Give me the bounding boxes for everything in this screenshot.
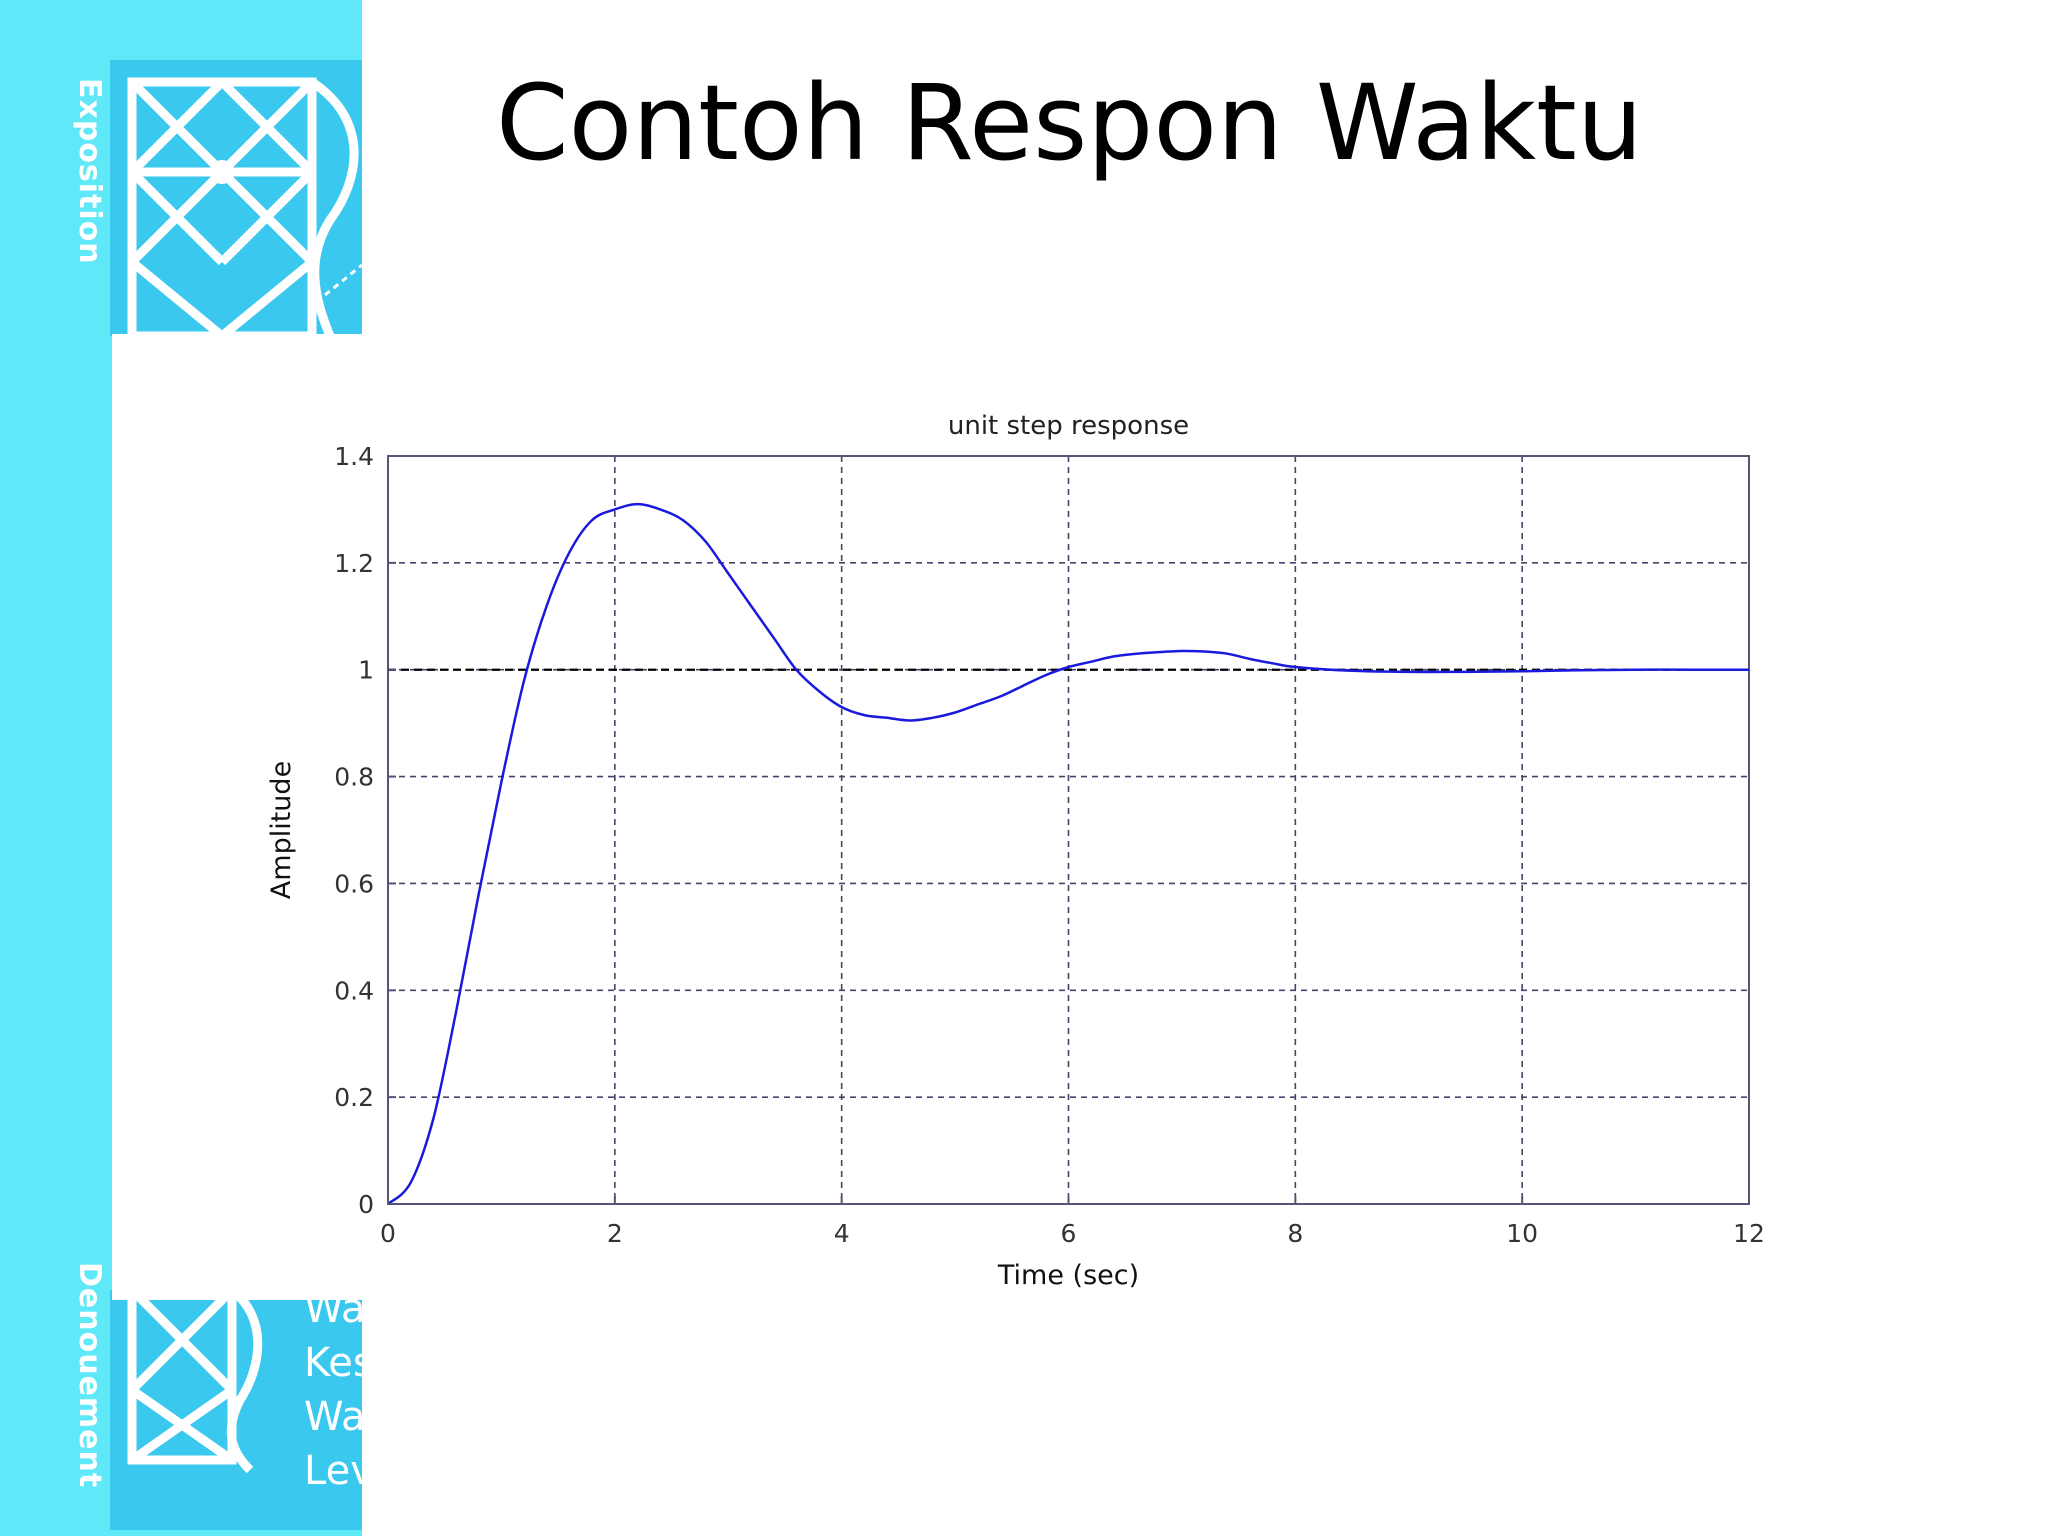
chart-panel: 0 2 4 6 8 10 12 0 0.2 0.4 0.6 0.8 1 1.2 1.4 unit step… (112, 334, 2048, 1300)
y-tick-label: 1.4 (334, 442, 374, 471)
x-tick-label: 6 (1061, 1219, 1077, 1248)
band-label-denouement: Denouement (72, 1262, 107, 1489)
y-tick-label: 1.2 (334, 549, 374, 578)
y-tick-label: 0.8 (334, 763, 374, 792)
x-axis-label: Time (sec) (997, 1260, 1139, 1291)
x-tick-label: 10 (1506, 1219, 1538, 1248)
x-tick-label: 2 (607, 1219, 623, 1248)
x-tick-label: 8 (1287, 1219, 1303, 1248)
lattice-art-bottom (110, 1285, 362, 1530)
chart-title: unit step response (948, 411, 1189, 441)
y-tick-label: 1 (358, 656, 374, 685)
x-ticks: 0 2 4 6 8 10 12 (380, 1196, 1765, 1248)
x-tick-label: 0 (380, 1219, 396, 1248)
slide-title: Contoh Respon Waktu (496, 62, 1643, 184)
y-tick-label: 0.6 (334, 869, 374, 898)
x-tick-label: 4 (834, 1219, 850, 1248)
band-fragment: Wa (304, 1394, 364, 1440)
band-fragment: Kes (304, 1340, 364, 1386)
step-response-chart: 0 2 4 6 8 10 12 0 0.2 0.4 0.6 0.8 1 1.2 1.4 unit step… (266, 411, 1765, 1291)
grid-lines (388, 456, 1749, 1204)
y-tick-label: 0.4 (334, 976, 374, 1005)
x-tick-label: 12 (1733, 1219, 1765, 1248)
band-fragment: Lev (304, 1448, 364, 1494)
y-tick-label: 0.2 (334, 1083, 374, 1112)
series-line (387, 502, 1749, 1205)
band-text-fragments: Wa Kes Wa Lev (304, 1282, 364, 1498)
y-ticks: 0 0.2 0.4 0.6 0.8 1 1.2 1.4 (334, 442, 396, 1219)
lattice-art-top (110, 60, 363, 341)
band-label-exposition: Exposition (72, 78, 107, 265)
y-axis-label: Amplitude (266, 761, 297, 899)
y-tick-label: 0 (358, 1190, 374, 1219)
